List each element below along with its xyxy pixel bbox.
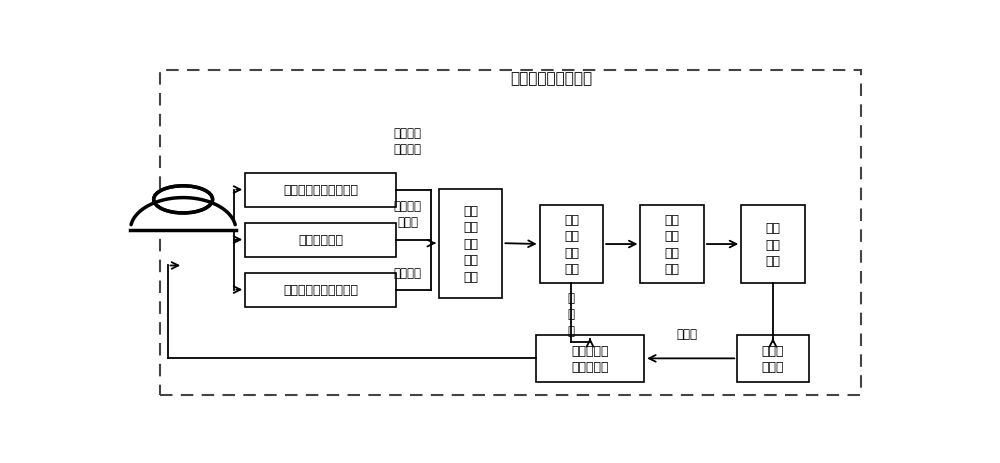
FancyBboxPatch shape — [245, 223, 396, 257]
Text: 约束与边
界条件: 约束与边 界条件 — [394, 200, 422, 229]
Text: 生产指标目标范围模块: 生产指标目标范围模块 — [283, 184, 358, 197]
Text: 下层
生产
系统: 下层 生产 系统 — [765, 222, 780, 268]
Text: 优化
结果
输出
模块: 优化 结果 输出 模块 — [564, 213, 579, 275]
Text: 数据采
集模块: 数据采 集模块 — [762, 344, 784, 373]
Text: 生产指标
目标范围: 生产指标 目标范围 — [394, 126, 422, 156]
Text: 生产指标实
时监控模块: 生产指标实 时监控模块 — [571, 344, 609, 373]
Text: 内部参数: 内部参数 — [394, 267, 422, 280]
Text: 多生产指标优化方案: 多生产指标优化方案 — [510, 71, 592, 86]
FancyBboxPatch shape — [245, 273, 396, 307]
FancyBboxPatch shape — [245, 173, 396, 207]
FancyBboxPatch shape — [737, 335, 809, 382]
Text: 实际值: 实际值 — [676, 327, 697, 340]
Text: 优
化
值: 优 化 值 — [568, 291, 575, 337]
Circle shape — [154, 187, 213, 213]
FancyBboxPatch shape — [536, 335, 644, 382]
FancyBboxPatch shape — [741, 205, 805, 284]
Text: 边界约束模块: 边界约束模块 — [298, 233, 343, 246]
Polygon shape — [130, 198, 236, 230]
FancyBboxPatch shape — [640, 205, 704, 284]
Text: 生产
指标
下发
模块: 生产 指标 下发 模块 — [665, 213, 680, 275]
Text: 生产
指标
优化
算法
模块: 生产 指标 优化 算法 模块 — [463, 204, 478, 283]
FancyBboxPatch shape — [439, 189, 502, 298]
FancyBboxPatch shape — [540, 205, 603, 284]
Text: 优化算法内部参数模块: 优化算法内部参数模块 — [283, 283, 358, 296]
